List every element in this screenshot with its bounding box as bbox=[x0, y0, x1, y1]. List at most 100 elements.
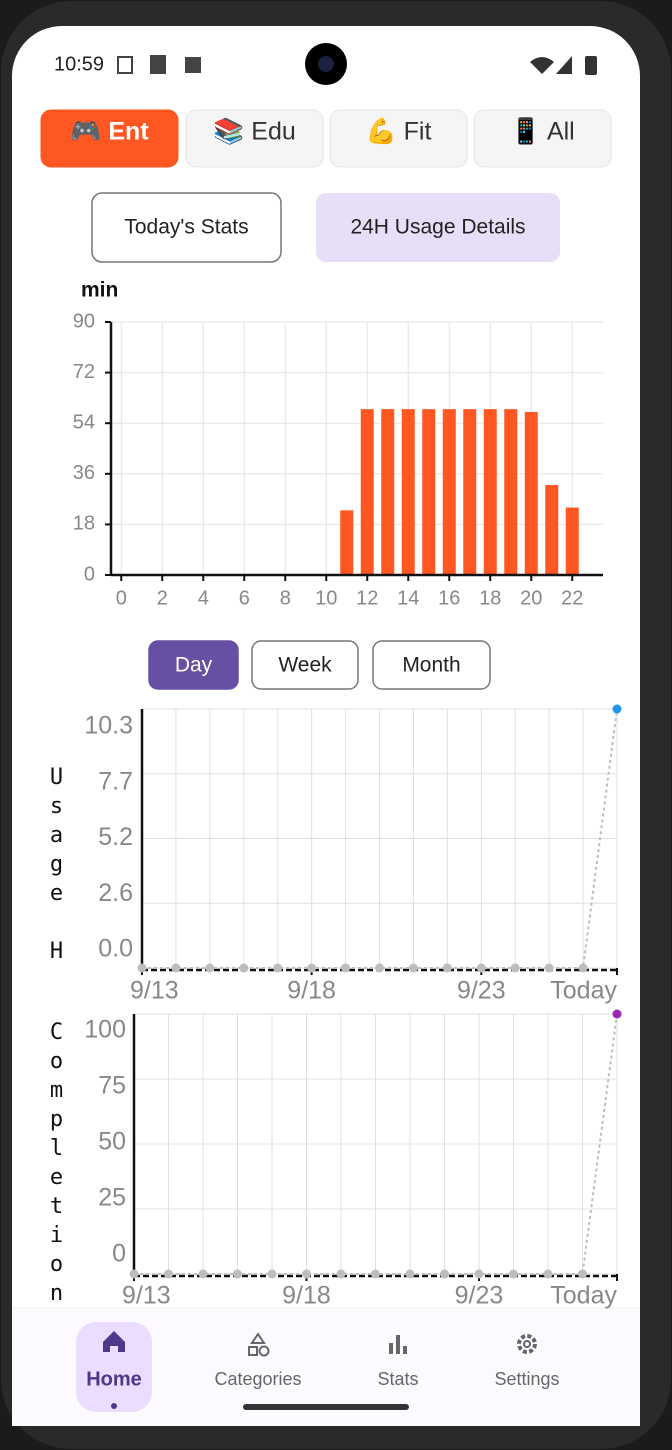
data-point bbox=[267, 1269, 277, 1279]
x-tick-label: 9/13 bbox=[122, 1282, 171, 1310]
camera-lens bbox=[318, 56, 334, 72]
series-line bbox=[142, 708, 618, 969]
x-tick-label: 20 bbox=[520, 587, 542, 609]
bar bbox=[442, 409, 456, 575]
nav-label[interactable]: Settings bbox=[494, 1369, 559, 1389]
y-tick-label: 10.3 bbox=[84, 712, 133, 740]
data-point bbox=[509, 1269, 518, 1279]
y-tick-label: 0 bbox=[84, 563, 95, 585]
view-button[interactable] bbox=[316, 193, 560, 262]
bar bbox=[565, 507, 579, 575]
data-point bbox=[239, 963, 249, 973]
y-tick-label: 72 bbox=[73, 361, 95, 383]
x-tick-label: 0 bbox=[116, 587, 127, 609]
x-tick-label: 9/13 bbox=[130, 977, 179, 1005]
categories-icon bbox=[248, 1332, 270, 1357]
x-tick-label: 22 bbox=[561, 587, 583, 609]
bar bbox=[340, 510, 354, 575]
period-button[interactable] bbox=[372, 640, 491, 690]
bar bbox=[360, 409, 374, 575]
x-tick-label: 16 bbox=[438, 587, 460, 609]
x-tick-label: Today bbox=[550, 1282, 617, 1310]
period-button[interactable] bbox=[148, 640, 239, 690]
data-point bbox=[612, 1009, 622, 1019]
y-tick-label: 75 bbox=[98, 1072, 126, 1100]
y-tick-label: 36 bbox=[73, 462, 95, 484]
data-point bbox=[233, 1269, 242, 1279]
x-tick-label: 10 bbox=[315, 587, 337, 609]
view-button-label: Today's Stats bbox=[124, 216, 248, 239]
y-tick-label: 54 bbox=[73, 411, 95, 433]
y-tick-label: 0.0 bbox=[98, 935, 133, 963]
y-tick-label: 7.7 bbox=[98, 767, 133, 795]
status-icons-left bbox=[117, 55, 201, 74]
data-point bbox=[273, 963, 283, 973]
bar bbox=[381, 409, 395, 575]
x-tick-label: 14 bbox=[397, 587, 419, 609]
bar bbox=[545, 485, 559, 575]
bar bbox=[422, 409, 436, 575]
data-point bbox=[205, 963, 215, 973]
data-point bbox=[375, 963, 384, 973]
category-tab-label: 🎮 Ent bbox=[70, 118, 149, 146]
nav-icons bbox=[103, 1331, 537, 1357]
y-tick-label: 18 bbox=[73, 513, 95, 535]
y-tick-label: 2.6 bbox=[98, 879, 133, 907]
data-point bbox=[137, 963, 147, 973]
status-icons-right bbox=[530, 56, 597, 75]
y-axis-title: Completion bbox=[44, 1020, 69, 1310]
data-point bbox=[510, 963, 520, 973]
x-tick-label: 18 bbox=[479, 587, 501, 609]
data-point bbox=[612, 704, 622, 714]
bar bbox=[401, 409, 415, 575]
period-button-label: Day bbox=[175, 654, 213, 677]
data-point bbox=[302, 1269, 311, 1279]
y-tick-label: 0 bbox=[112, 1240, 126, 1268]
y-tick-label: 100 bbox=[84, 1016, 126, 1044]
bar bbox=[524, 411, 538, 575]
data-point bbox=[405, 1269, 415, 1279]
data-point bbox=[543, 1269, 553, 1279]
category-tab-label: 📱 All bbox=[510, 117, 574, 146]
x-tick-label: 4 bbox=[198, 587, 209, 609]
home-indicator bbox=[243, 1404, 409, 1410]
data-point bbox=[442, 963, 452, 973]
nav-label[interactable]: Stats bbox=[377, 1369, 418, 1389]
nav-selected-dot bbox=[111, 1403, 117, 1409]
settings-icon bbox=[517, 1334, 537, 1354]
y-tick-label: 90 bbox=[73, 310, 95, 332]
category-tab[interactable] bbox=[40, 109, 179, 168]
bar bbox=[463, 409, 477, 575]
home-icon bbox=[103, 1331, 125, 1352]
nav-label[interactable]: Home bbox=[86, 1368, 142, 1390]
nav-selected-pill bbox=[76, 1322, 152, 1412]
category-tab[interactable] bbox=[473, 109, 612, 168]
data-point bbox=[371, 1269, 380, 1279]
x-tick-label: 2 bbox=[157, 587, 168, 609]
y-tick-label: 50 bbox=[98, 1128, 126, 1156]
data-point bbox=[129, 1269, 139, 1279]
y-tick-label: 25 bbox=[98, 1184, 126, 1212]
category-tab[interactable] bbox=[329, 109, 468, 168]
x-tick-label: 9/18 bbox=[282, 1282, 331, 1310]
x-tick-label: 8 bbox=[280, 587, 291, 609]
status-time: 10:59 bbox=[54, 53, 104, 75]
period-button[interactable] bbox=[251, 640, 359, 690]
data-point bbox=[544, 963, 554, 973]
view-button[interactable] bbox=[91, 192, 282, 263]
category-tab-label: 💪 Fit bbox=[366, 117, 432, 146]
data-point bbox=[408, 963, 418, 973]
x-tick-label: 9/23 bbox=[457, 977, 506, 1005]
data-point bbox=[440, 1269, 449, 1279]
data-point bbox=[307, 963, 317, 973]
data-point bbox=[171, 963, 181, 973]
data-point bbox=[336, 1269, 346, 1279]
x-tick-label: 6 bbox=[239, 587, 250, 609]
x-tick-label: 9/23 bbox=[455, 1282, 504, 1310]
nav-label[interactable]: Categories bbox=[214, 1369, 301, 1389]
data-point bbox=[198, 1269, 208, 1279]
bar bbox=[504, 409, 518, 575]
category-tab[interactable] bbox=[185, 109, 324, 168]
